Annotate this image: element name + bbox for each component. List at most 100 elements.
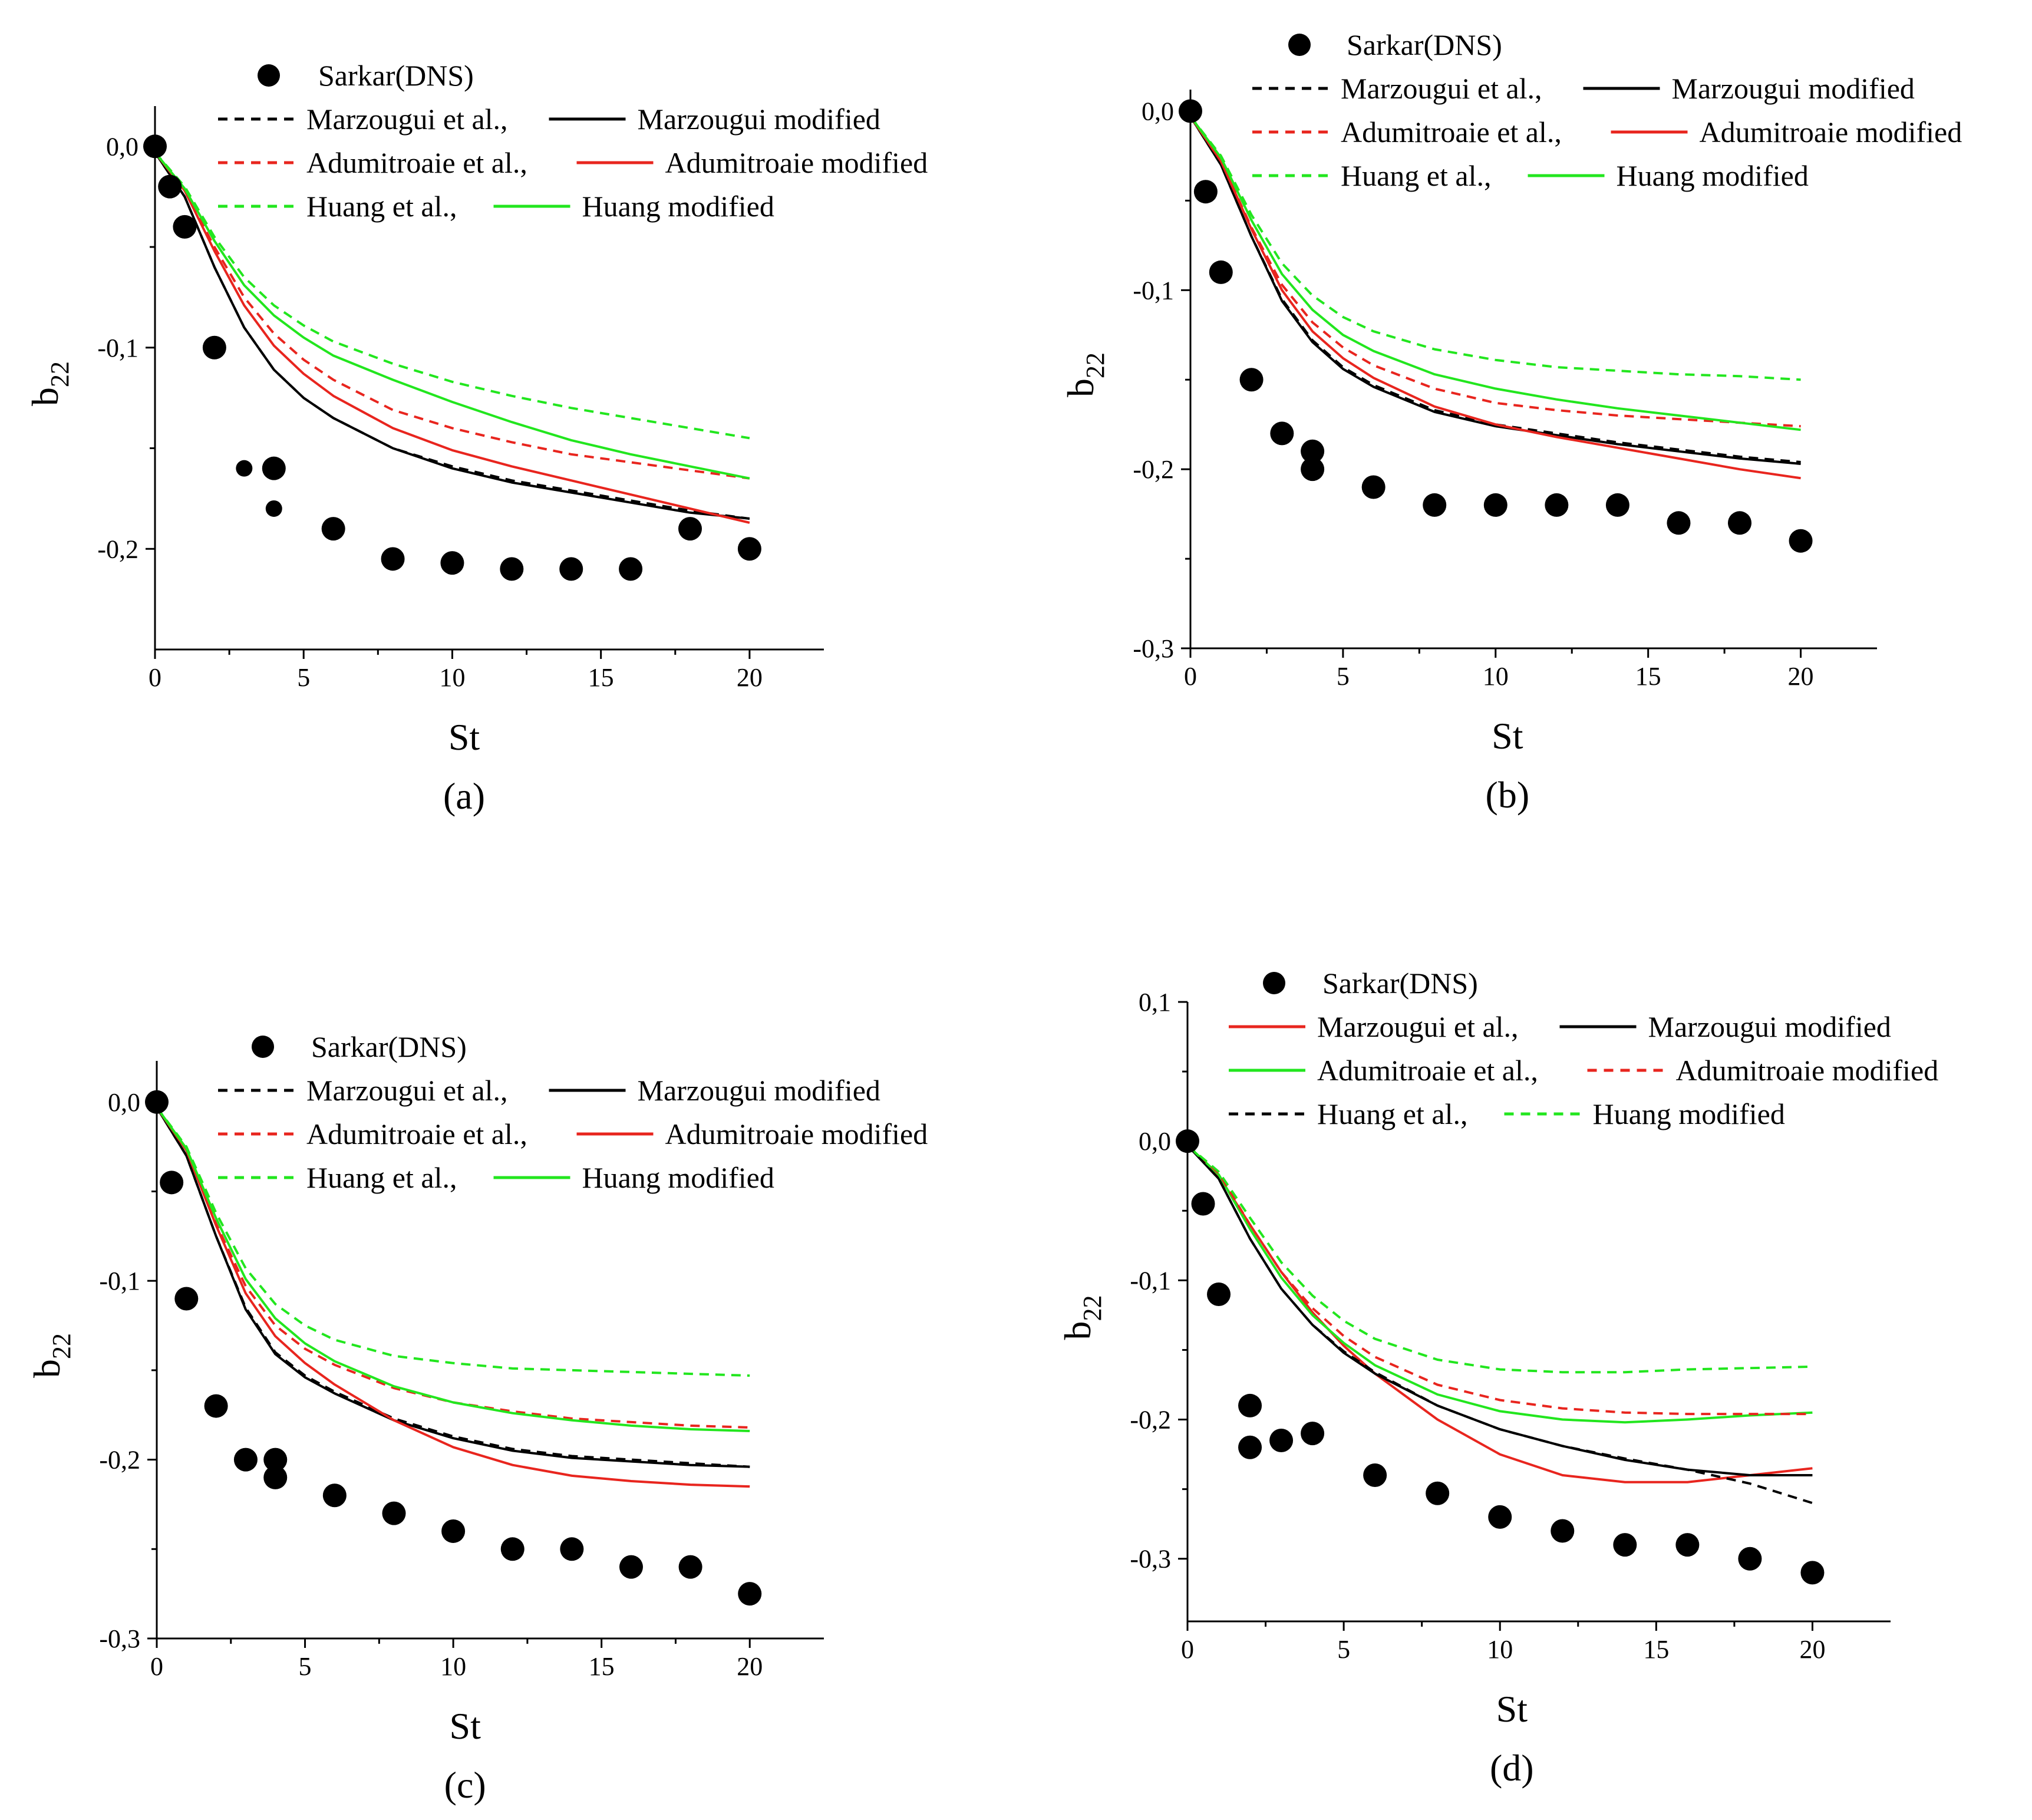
- legend-label: Adumitroaie et al.,: [1317, 1054, 1538, 1087]
- x-tick-label: 20: [1788, 662, 1814, 691]
- data-point: [382, 1501, 406, 1525]
- legend-label: Marzougui et al.,: [306, 103, 508, 136]
- x-axis-title: St: [448, 716, 480, 758]
- x-tick-label: 0: [150, 1652, 163, 1681]
- y-tick-label: -0,2: [97, 535, 138, 563]
- y-axis-title: b22: [1060, 352, 1110, 397]
- data-point: [738, 1582, 762, 1606]
- series-line: [1186, 1144, 1813, 1374]
- data-point: [1675, 1533, 1700, 1557]
- y-tick-label: 0,0: [108, 1088, 140, 1117]
- data-point: [173, 215, 197, 239]
- series-line: [154, 151, 750, 480]
- legend: Sarkar(DNS) Marzougui et al., Marzougui mo…: [218, 59, 928, 223]
- data-point: [1488, 1505, 1512, 1529]
- data-point: [559, 557, 583, 581]
- y-tick-label: -0,3: [99, 1624, 140, 1653]
- series-line: [1189, 116, 1801, 465]
- x-tick-label: 0: [1184, 662, 1197, 691]
- panel-label: (d): [1490, 1747, 1534, 1789]
- series-line: [154, 151, 750, 520]
- legend-label: Adumitroaie modified: [1676, 1054, 1939, 1087]
- x-axis-title: St: [449, 1705, 481, 1747]
- legend-label: Adumitroaie modified: [1700, 116, 1962, 149]
- data-point: [160, 1171, 184, 1195]
- x-tick-label: 10: [439, 663, 465, 692]
- panel-label: (b): [1486, 774, 1530, 816]
- data-point: [1191, 1192, 1215, 1216]
- data-point: [1605, 493, 1629, 517]
- series-line: [156, 1106, 750, 1468]
- x-tick-label: 20: [737, 1652, 763, 1681]
- data-point: [145, 1090, 169, 1114]
- legend-marker-sarkar: [252, 1036, 274, 1058]
- y-tick-label: 0,1: [1139, 988, 1171, 1017]
- data-point: [1423, 493, 1447, 517]
- y-tick-label: -0,2: [1133, 455, 1174, 484]
- data-point: [1301, 457, 1325, 482]
- data-point: [441, 1519, 466, 1543]
- data-point: [158, 174, 182, 199]
- legend-label: Huang modified: [582, 190, 774, 223]
- x-tick-label: 0: [149, 663, 161, 692]
- data-point: [265, 500, 282, 517]
- legend-marker-sarkar: [1263, 972, 1285, 994]
- data-point: [1176, 1129, 1199, 1153]
- series-line: [154, 151, 750, 524]
- data-point: [737, 537, 761, 561]
- legend-label: Adumitroaie et al.,: [1341, 116, 1562, 149]
- legend-marker-sarkar: [258, 64, 280, 87]
- data-point: [1363, 1463, 1387, 1488]
- data-point: [1613, 1533, 1637, 1557]
- series-line: [1189, 116, 1801, 431]
- legend-label: Marzougui modified: [638, 103, 880, 136]
- y-tick-label: -0,1: [97, 334, 138, 362]
- legend: Sarkar(DNS) Marzougui et al., Marzougui mo…: [1252, 28, 1962, 192]
- data-point: [1789, 529, 1813, 553]
- x-tick-label: 15: [589, 1652, 615, 1681]
- x-tick-label: 0: [1181, 1635, 1194, 1664]
- legend-label: Huang et al.,: [1317, 1097, 1467, 1130]
- data-point: [174, 1287, 199, 1311]
- legend: Sarkar(DNS) Marzougui et al., Marzougui mo…: [218, 1030, 928, 1194]
- series-line: [1189, 116, 1801, 480]
- data-point: [321, 517, 345, 541]
- y-tick-label: -0,3: [1130, 1545, 1171, 1574]
- data-point: [1738, 1547, 1762, 1571]
- legend-label: Sarkar(DNS): [311, 1030, 467, 1063]
- panel-label: (c): [444, 1764, 486, 1806]
- series-line: [1186, 1144, 1813, 1416]
- y-tick-label: -0,1: [99, 1267, 140, 1295]
- data-point: [1667, 511, 1691, 535]
- x-tick-label: 15: [588, 663, 614, 692]
- data-point: [1483, 493, 1507, 517]
- data-point: [1209, 260, 1233, 284]
- legend-label: Marzougui et al.,: [1317, 1010, 1519, 1043]
- series-line: [154, 151, 750, 480]
- y-tick-label: -0,3: [1133, 634, 1174, 663]
- legend-label: Adumitroaie modified: [665, 1117, 928, 1150]
- data-point: [1426, 1481, 1450, 1505]
- legend-label: Marzougui modified: [1648, 1010, 1891, 1043]
- x-axis-title: St: [1496, 1688, 1528, 1730]
- data-point: [1551, 1519, 1575, 1543]
- y-tick-label: 0,0: [1139, 1127, 1171, 1156]
- data-point: [560, 1537, 584, 1561]
- legend-label: Adumitroaie et al.,: [306, 1117, 527, 1150]
- data-point: [1239, 368, 1264, 392]
- y-tick-label: -0,2: [99, 1446, 140, 1475]
- x-tick-label: 5: [1337, 662, 1350, 691]
- series-line: [1186, 1144, 1813, 1424]
- data-point: [262, 456, 286, 480]
- data-point: [1207, 1282, 1231, 1306]
- data-point: [678, 1555, 702, 1579]
- data-point: [500, 557, 524, 581]
- data-point: [1728, 511, 1751, 535]
- data-point: [1301, 439, 1325, 463]
- x-tick-label: 10: [1487, 1635, 1513, 1664]
- data-point: [1800, 1561, 1825, 1585]
- data-point: [202, 335, 226, 360]
- data-point: [1270, 421, 1294, 446]
- data-point: [1238, 1435, 1262, 1459]
- x-axis-title: St: [1492, 715, 1523, 757]
